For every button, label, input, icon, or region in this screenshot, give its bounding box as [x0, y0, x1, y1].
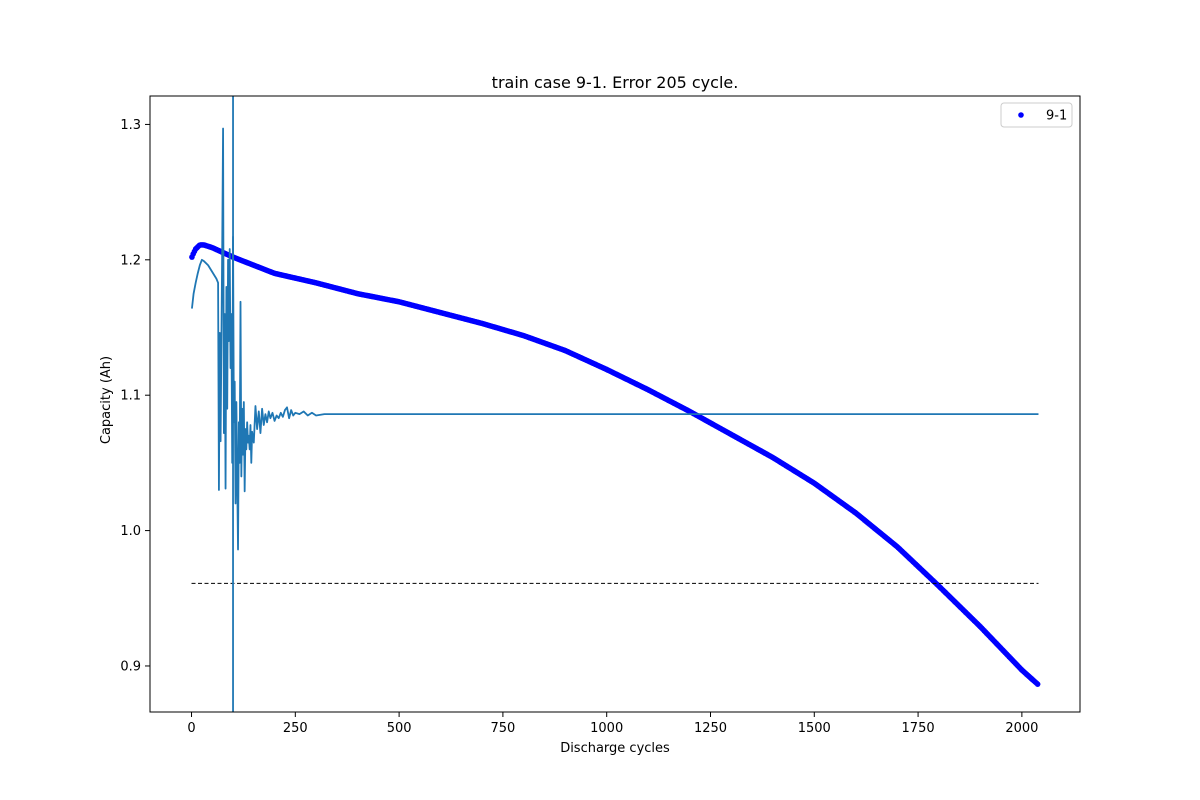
plot-area	[189, 96, 1041, 712]
chart-title: train case 9-1. Error 205 cycle.	[492, 73, 739, 92]
y-tick-label: 1.1	[120, 389, 141, 404]
x-tick-label: 2000	[1005, 721, 1038, 736]
x-tick-label: 250	[283, 721, 308, 736]
prediction-line	[191, 127, 1039, 551]
x-tick-label: 1750	[902, 721, 935, 736]
x-tick-label: 500	[387, 721, 412, 736]
legend: 9-1	[1000, 102, 1073, 128]
x-tick-label: 0	[187, 721, 195, 736]
data-point	[1034, 681, 1041, 687]
y-tick-label: 1.0	[120, 524, 141, 539]
legend-marker-9-1	[1018, 112, 1024, 118]
legend-frame	[1000, 102, 1073, 128]
series-9-1	[189, 242, 1041, 687]
axes: 0 250 500 750 1000 1250 1500 1750 2000 0.9 1.0 1.1 1…	[120, 95, 1081, 736]
axes-frame	[149, 95, 1081, 713]
x-tick-label: 750	[490, 721, 515, 736]
y-tick-label: 1.2	[120, 253, 141, 268]
y-axis-label: Capacity (Ah)	[99, 356, 114, 444]
x-tick-label: 1500	[798, 721, 831, 736]
x-tick-label: 1000	[590, 721, 623, 736]
legend-label-9-1: 9-1	[1046, 109, 1067, 124]
x-tick-label: 1250	[694, 721, 727, 736]
y-tick-label: 1.3	[120, 118, 141, 133]
y-tick-label: 0.9	[120, 659, 141, 674]
x-axis-label: Discharge cycles	[560, 741, 670, 756]
